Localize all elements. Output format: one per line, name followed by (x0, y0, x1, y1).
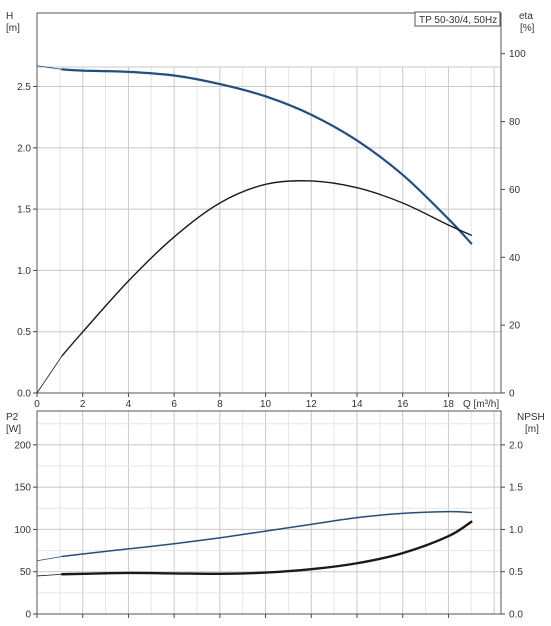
top-left-tick-label: 1.0 (17, 266, 31, 277)
x-tick-label: 6 (171, 399, 177, 410)
bottom-right-tick-label: 0.0 (509, 610, 523, 621)
top-left-axis-unit: [m] (6, 23, 20, 34)
top-left-axis-name: H (6, 11, 13, 22)
bottom-left-tick-label: 100 (14, 525, 31, 536)
top-right-tick-label: 20 (509, 321, 521, 332)
bottom-left-tick-label: 150 (14, 483, 31, 494)
bottom-p2-curve (60, 520, 473, 576)
top-panel-series (36, 65, 473, 394)
x-tick-label: 8 (217, 399, 223, 410)
bottom-panel-frame (36, 410, 502, 615)
x-tick-label: 0 (34, 399, 40, 410)
x-tick-label: 12 (306, 399, 318, 410)
top-left-tick-label: 0.5 (17, 327, 31, 338)
x-tick-label: 4 (126, 399, 132, 410)
top-right-tick-label: 100 (509, 49, 526, 60)
bottom-right-tick-label: 1.0 (509, 525, 523, 536)
bottom-right-tick-label: 1.5 (509, 483, 523, 494)
top-right-tick-label: 80 (509, 117, 521, 128)
x-tick-label: 2 (80, 399, 86, 410)
title-box (414, 11, 501, 27)
bottom-left-tick-label: 50 (20, 567, 32, 578)
top-left-tick-label: 1.5 (17, 205, 31, 216)
x-axis-label: Q [m³/h] (463, 399, 499, 410)
top-left-tick-label: 2.0 (17, 143, 31, 154)
top-h-extrapolated-curve (36, 65, 63, 70)
bottom-right-axis-name: NPSH (517, 412, 545, 423)
top-left-tick-label: 2.5 (17, 82, 31, 93)
top-eta-curve (61, 180, 472, 357)
x-tick-label: 16 (397, 399, 409, 410)
top-right-tick-label: 40 (509, 253, 521, 264)
top-panel-ticks: 0.0 0.5 1.0 1.5 2.0 2.5 0 20 40 60 80 100 0 2 4 6 8 10 12 1… (17, 49, 526, 410)
top-h-curve (61, 68, 473, 245)
bottom-left-axis-unit: [W] (6, 424, 21, 435)
bottom-right-axis-unit: [m] (525, 424, 539, 435)
bottom-npsh-curve (61, 510, 473, 558)
top-left-tick-label: 0.0 (17, 389, 31, 400)
x-tick-label: 14 (351, 399, 363, 410)
top-panel-frame (36, 12, 502, 394)
top-right-tick-label: 0 (509, 389, 515, 400)
chart-title: TP 50-30/4, 50Hz (419, 15, 497, 26)
top-right-axis-name: eta (519, 11, 533, 22)
bottom-panel-series (36, 510, 473, 577)
top-right-axis-unit: [%] (520, 23, 535, 34)
bottom-npsh-extrapolated-curve (36, 556, 63, 562)
bottom-panel-ticks: 0 50 100 150 200 0.0 0.5 1.0 1.5 2.0 (14, 440, 523, 620)
top-eta-extrapolated-curve (36, 355, 63, 394)
x-tick-label: 10 (260, 399, 272, 410)
top-panel-grid (36, 12, 502, 394)
bottom-left-tick-label: 200 (14, 440, 31, 451)
x-tick-label: 18 (443, 399, 455, 410)
bottom-left-axis-name: P2 (6, 412, 19, 423)
top-right-tick-label: 60 (509, 185, 521, 196)
bottom-left-tick-label: 0 (25, 610, 31, 621)
bottom-p2-extrapolated-curve (36, 573, 63, 577)
bottom-right-tick-label: 2.0 (509, 440, 523, 451)
bottom-right-tick-label: 0.5 (509, 567, 523, 578)
